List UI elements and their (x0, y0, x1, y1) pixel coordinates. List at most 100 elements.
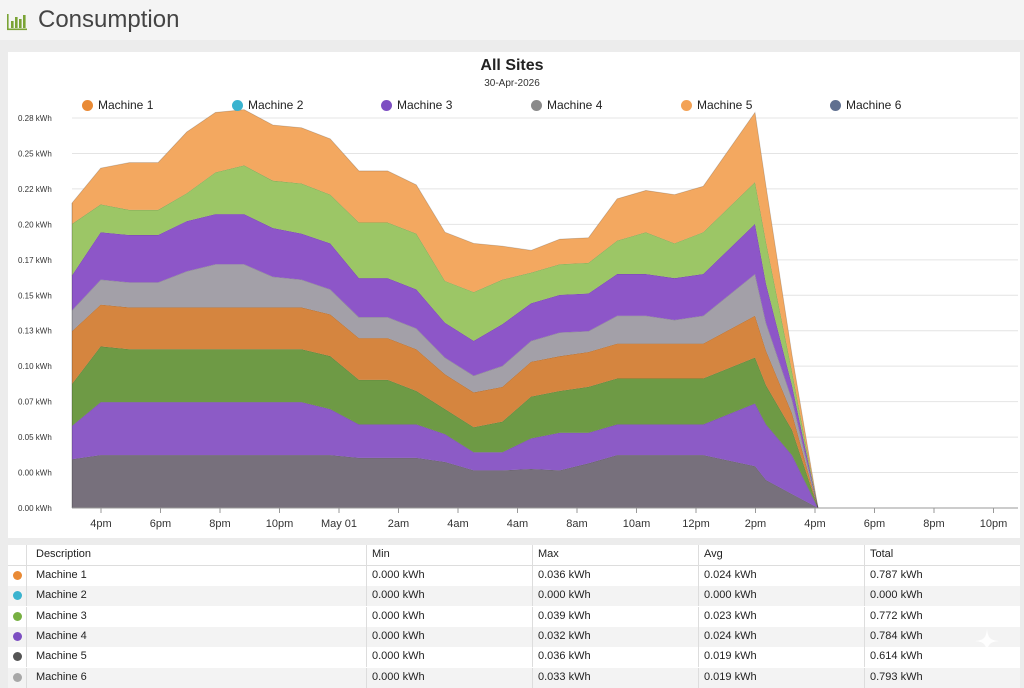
row-max: 0.039 kWh (538, 609, 591, 622)
area-band (72, 402, 818, 508)
legend-swatch (82, 99, 93, 111)
row-max: 0.033 kWh (538, 670, 591, 683)
legend-label: Machine 4 (547, 98, 603, 112)
y-tick-label: 0.28 kWh (18, 114, 52, 123)
column-divider (366, 586, 367, 607)
table-row[interactable]: Machine 2 0.000 kWh 0.000 kWh 0.000 kWh 0.00… (8, 586, 1020, 607)
table-row[interactable]: Machine 5 0.000 kWh 0.036 kWh 0.019 kWh 0.61… (8, 647, 1020, 668)
column-divider (698, 586, 699, 607)
x-tick-label: 6pm (864, 518, 885, 530)
y-tick-label: 0.05 kWh (18, 433, 52, 442)
row-description: Machine 5 (36, 650, 87, 663)
y-tick-label: 0.15 kWh (18, 291, 52, 300)
column-divider (26, 586, 27, 607)
legend-swatch (381, 99, 392, 111)
area-band (72, 455, 818, 508)
chart-subtitle: 30-Apr-2026 (484, 78, 540, 89)
legend-swatch (531, 99, 542, 111)
x-tick-label: 4pm (90, 518, 111, 530)
column-divider (698, 667, 699, 688)
table-header-cell: Min (372, 548, 390, 560)
area-band (72, 165, 818, 508)
row-total: 0.614 kWh (870, 650, 923, 663)
legend-label: Machine 1 (98, 98, 154, 112)
table-row[interactable]: Machine 3 0.000 kWh 0.039 kWh 0.023 kWh 0.77… (8, 606, 1020, 627)
row-avg: 0.024 kWh (704, 629, 757, 642)
legend-item[interactable]: Machine 3 (381, 97, 452, 113)
legend-item[interactable]: Machine 4 (531, 97, 602, 113)
area-band (72, 264, 818, 508)
row-total: 0.772 kWh (870, 609, 923, 622)
row-description: Machine 3 (36, 609, 87, 622)
legend-swatch (232, 99, 243, 111)
x-tick-label: 4am (447, 518, 468, 530)
row-color-swatch (13, 611, 22, 621)
row-color-swatch (13, 631, 22, 641)
column-divider (864, 667, 865, 688)
row-color-swatch (13, 571, 22, 580)
y-tick-label: 0.25 kWh (18, 149, 52, 158)
bar-chart-icon (7, 14, 27, 31)
area-band (72, 214, 818, 508)
y-tick-label: 0.00 kWh (18, 504, 52, 513)
table-row[interactable]: Machine 4 0.000 kWh 0.032 kWh 0.024 kWh 0.78… (8, 626, 1020, 647)
row-total: 0.793 kWh (870, 670, 923, 683)
column-divider (26, 545, 27, 565)
area-band (72, 346, 818, 508)
x-tick-label: 8pm (209, 518, 230, 530)
row-avg: 0.024 kWh (704, 569, 757, 581)
column-divider (698, 647, 699, 668)
row-avg: 0.019 kWh (704, 650, 757, 663)
column-divider (26, 626, 27, 647)
y-tick-label: 0.00 kWh (18, 469, 52, 478)
x-tick-label: 8am (566, 518, 587, 530)
legend-item[interactable]: Machine 6 (830, 97, 901, 113)
column-divider (366, 647, 367, 668)
area-band (72, 109, 818, 508)
chart-title: All Sites (480, 57, 544, 74)
row-max: 0.000 kWh (538, 589, 591, 602)
x-tick-label: 6pm (150, 518, 171, 530)
x-tick-label: May 01 (321, 518, 357, 530)
column-divider (864, 647, 865, 668)
chart-legend: Machine 1 Machine 2 Machine 3 Machine 4 Mach… (0, 97, 1024, 115)
y-tick-label: 0.13 kWh (18, 327, 52, 336)
column-divider (532, 606, 533, 627)
row-max: 0.032 kWh (538, 629, 591, 642)
area-band-edge (71, 109, 819, 509)
row-color-swatch (13, 672, 22, 682)
column-divider (532, 566, 533, 586)
area-band (72, 304, 818, 508)
column-divider (864, 545, 865, 565)
x-tick-label: 12pm (682, 518, 710, 530)
y-tick-label: 0.10 kWh (18, 362, 52, 371)
table-header-cell: Total (870, 548, 894, 560)
column-divider (532, 667, 533, 688)
table-row[interactable]: Machine 6 0.000 kWh 0.033 kWh 0.019 kWh 0.79… (8, 667, 1020, 688)
row-total: 0.787 kWh (870, 569, 923, 581)
column-divider (26, 566, 27, 586)
x-tick-label: 2am (388, 518, 409, 530)
column-divider (532, 545, 533, 565)
row-avg: 0.023 kWh (704, 609, 757, 622)
column-divider (366, 667, 367, 688)
table-header-cell: Description (36, 548, 92, 560)
column-divider (26, 647, 27, 668)
legend-label: Machine 6 (846, 98, 902, 112)
table-row[interactable]: Machine 1 0.000 kWh 0.036 kWh 0.024 kWh 0.78… (8, 566, 1020, 586)
column-divider (864, 626, 865, 647)
column-divider (26, 606, 27, 627)
x-tick-label: 8pm (923, 518, 944, 530)
legend-item[interactable]: Machine 2 (232, 97, 303, 113)
row-color-swatch (13, 591, 22, 601)
legend-item[interactable]: Machine 1 (82, 97, 153, 113)
legend-swatch (830, 99, 841, 111)
table-header-cell: Max (538, 548, 559, 560)
stacked-area-chart: 0.00 kWh 0.00 kWh 0.05 kWh 0.07 kWh 0.10 kWh… (18, 109, 1018, 530)
column-divider (698, 606, 699, 627)
legend-item[interactable]: Machine 5 (681, 97, 752, 113)
row-description: Machine 1 (36, 569, 87, 581)
page-title: Consumption (38, 6, 180, 33)
sparkle-icon (975, 629, 999, 653)
column-divider (698, 626, 699, 647)
